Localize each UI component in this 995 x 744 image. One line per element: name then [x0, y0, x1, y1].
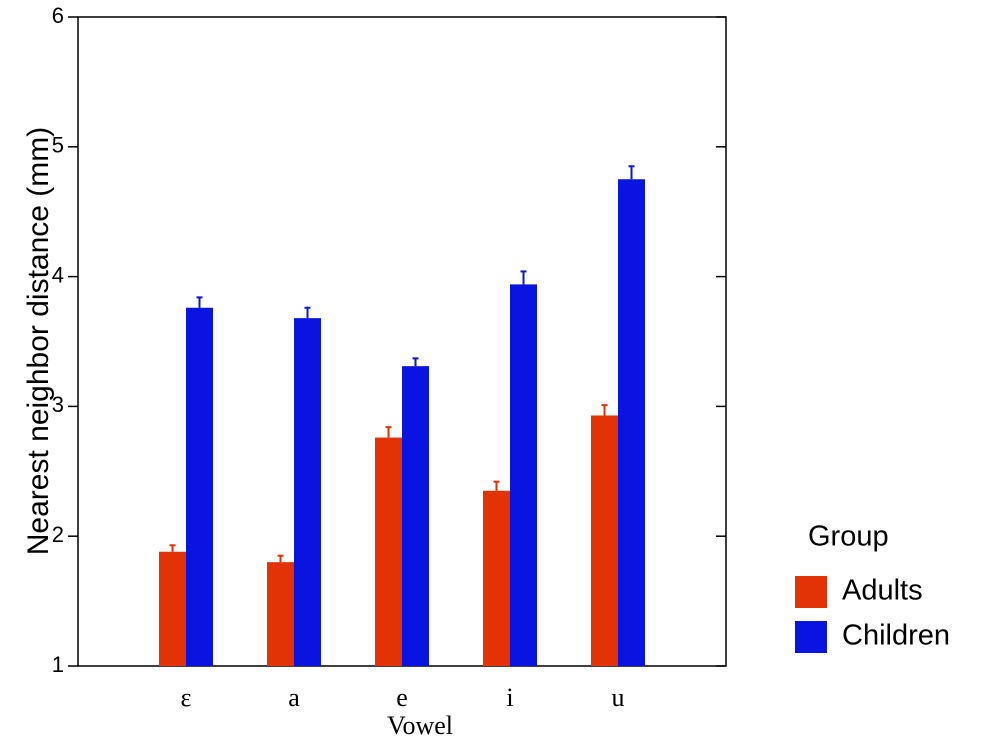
bar: [267, 562, 294, 666]
bar: [510, 284, 537, 666]
x-tick-label: e: [396, 683, 408, 712]
x-axis-label: Vowel: [387, 711, 453, 740]
legend-label: Adults: [842, 575, 923, 607]
legend-title: Group: [808, 521, 889, 553]
x-tick-label: a: [288, 683, 300, 712]
legend-label: Children: [842, 620, 950, 652]
bar: [375, 437, 402, 666]
y-tick-label: 5: [52, 133, 64, 158]
bar: [294, 318, 321, 666]
bar: [186, 307, 213, 666]
y-axis-label: Nearest neighbor distance (mm): [22, 127, 55, 556]
bar: [618, 179, 645, 666]
x-tick-label: ε: [181, 683, 192, 712]
legend-swatch: [795, 621, 827, 653]
bar: [159, 551, 186, 666]
bar: [402, 366, 429, 666]
y-tick-label: 4: [52, 262, 64, 287]
x-tick-label: i: [506, 683, 513, 712]
bar: [483, 490, 510, 666]
y-tick-label: 1: [52, 652, 64, 677]
y-tick-label: 2: [52, 522, 64, 547]
y-tick-label: 6: [52, 3, 64, 28]
bar: [591, 415, 618, 666]
y-tick-label: 3: [52, 392, 64, 417]
legend-swatch: [795, 576, 827, 608]
x-tick-label: u: [612, 683, 625, 712]
